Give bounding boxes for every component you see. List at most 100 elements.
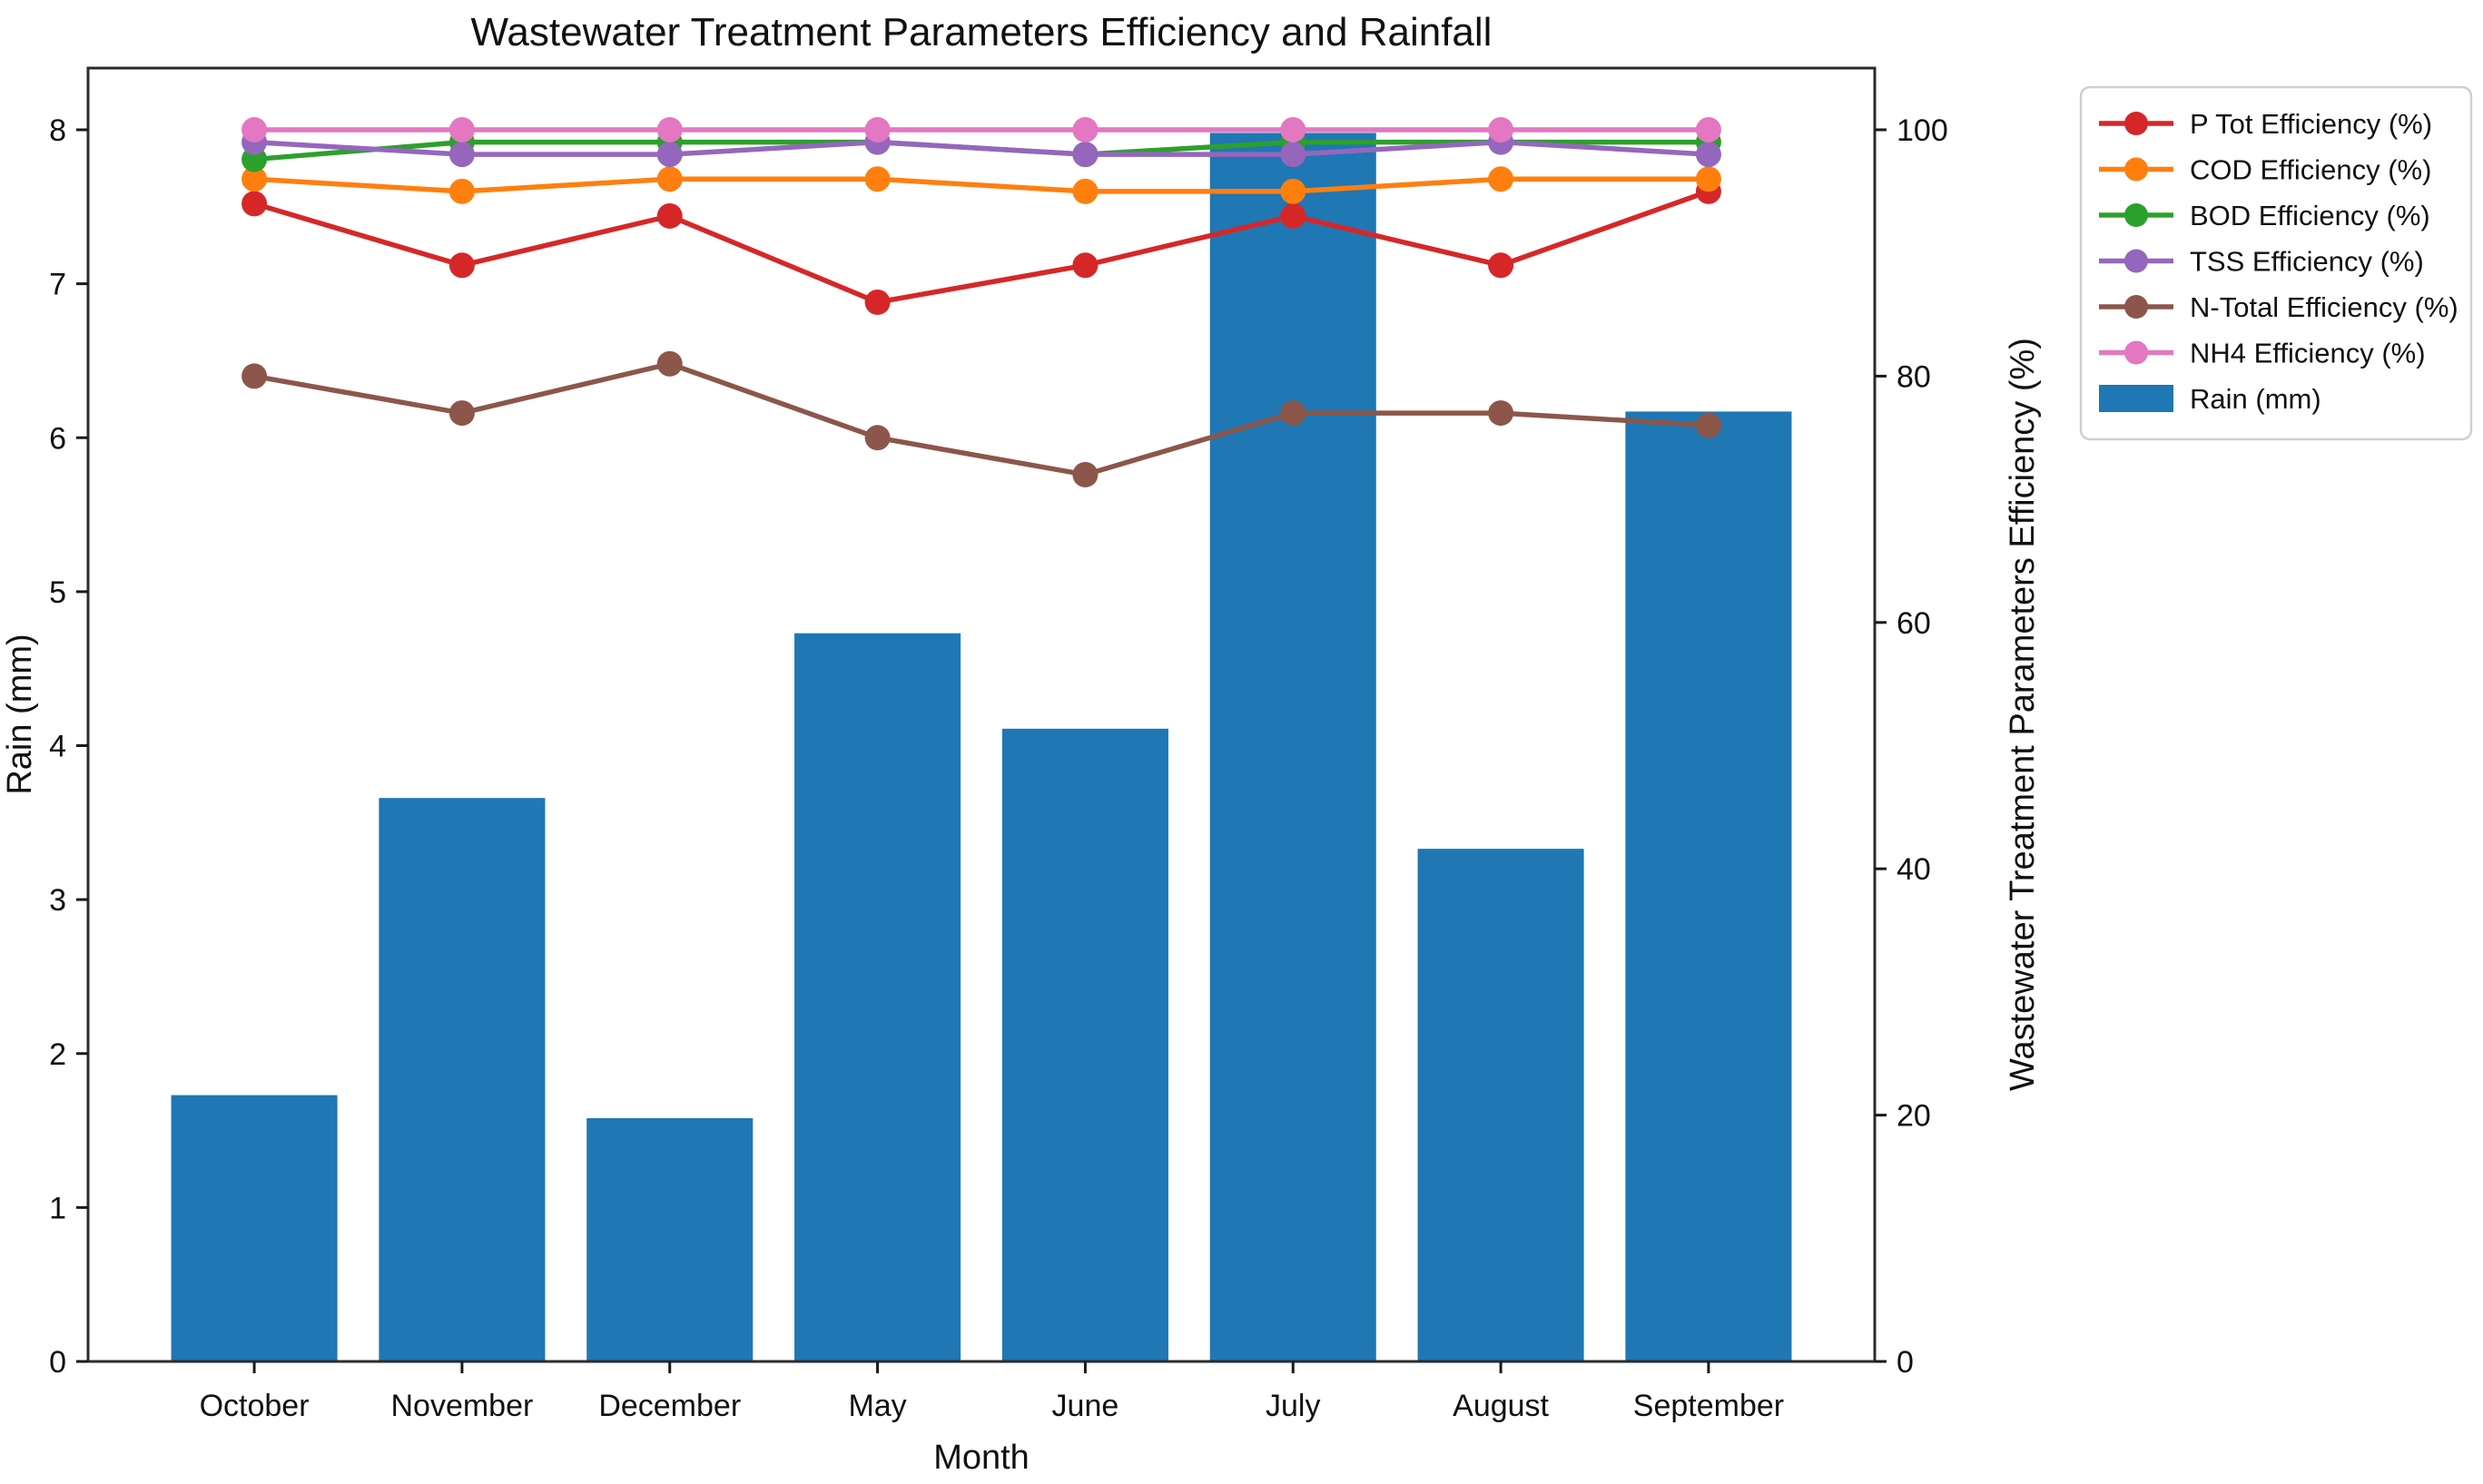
legend-item: N-Total Efficiency (%)	[2099, 291, 2458, 323]
x-tick-label: November	[390, 1389, 533, 1423]
point-marker	[656, 166, 683, 192]
series-cod-efficiency-	[241, 166, 1721, 204]
point-marker	[1072, 252, 1099, 279]
point-marker	[1488, 166, 1514, 192]
legend-label: NH4 Efficiency (%)	[2190, 338, 2426, 369]
chart-title: Wastewater Treatment Parameters Efficien…	[471, 10, 1493, 54]
point-marker	[1072, 117, 1099, 143]
point-marker	[1488, 252, 1514, 279]
left-tick-label: 2	[49, 1037, 66, 1072]
point-marker	[1695, 117, 1721, 143]
legend-marker-sample	[2124, 203, 2148, 227]
legend-marker-sample	[2124, 340, 2148, 365]
point-marker	[241, 117, 268, 143]
legend-label: Rain (mm)	[2190, 383, 2321, 415]
bar-july	[1209, 133, 1376, 1362]
right-tick-label: 60	[1897, 606, 1931, 641]
legend-item: P Tot Efficiency (%)	[2099, 108, 2432, 140]
point-marker	[1072, 461, 1099, 487]
point-marker	[1280, 142, 1306, 168]
point-marker	[448, 252, 475, 279]
point-marker	[656, 202, 683, 229]
point-marker	[656, 350, 683, 377]
legend-box	[2079, 85, 2473, 441]
legend-label: N-Total Efficiency (%)	[2190, 291, 2458, 323]
right-tick-label: 40	[1897, 852, 1931, 887]
point-marker	[241, 166, 268, 192]
bar-october	[171, 1095, 338, 1361]
right-tick-label: 80	[1897, 359, 1931, 394]
point-marker	[1280, 117, 1306, 143]
legend-marker-sample	[2124, 112, 2148, 135]
point-marker	[864, 166, 891, 192]
legend-item: COD Efficiency (%)	[2099, 154, 2431, 186]
x-tick-label: October	[200, 1389, 310, 1423]
point-marker	[1072, 178, 1099, 204]
point-marker	[1280, 400, 1306, 427]
point-marker	[864, 425, 891, 451]
point-marker	[448, 178, 475, 204]
point-marker	[448, 400, 475, 427]
left-tick-label: 6	[49, 421, 66, 456]
bars-group	[171, 133, 1792, 1362]
point-marker	[241, 191, 268, 217]
point-marker	[1280, 202, 1306, 229]
legend-marker-sample	[2124, 249, 2148, 273]
left-tick-label: 7	[49, 268, 66, 302]
right-tick-label: 0	[1897, 1345, 1914, 1380]
bar-may	[794, 633, 961, 1361]
point-marker	[1280, 178, 1306, 204]
plot-border	[86, 66, 1877, 1363]
point-marker	[1695, 412, 1721, 438]
point-marker	[656, 117, 683, 143]
legend-item: NH4 Efficiency (%)	[2099, 338, 2426, 369]
legend-patch-sample	[2099, 385, 2173, 412]
point-marker	[1488, 117, 1514, 143]
point-marker	[241, 363, 268, 389]
series-line	[253, 139, 1710, 157]
series-n-total-efficiency-	[241, 350, 1721, 487]
series-line	[253, 189, 1710, 305]
left-axis-label: Rain (mm)	[1, 634, 39, 794]
point-marker	[1072, 142, 1099, 168]
right-tick-label: 100	[1897, 113, 1948, 148]
bar-august	[1417, 849, 1584, 1361]
point-marker	[448, 142, 475, 168]
point-marker	[1488, 400, 1514, 427]
point-marker	[864, 289, 891, 315]
point-marker	[864, 117, 891, 143]
x-tick-label: June	[1052, 1389, 1119, 1423]
left-tick-label: 0	[49, 1345, 66, 1380]
x-axis-label: Month	[933, 1439, 1030, 1477]
bar-december	[586, 1117, 754, 1361]
right-tick-label: 20	[1897, 1099, 1931, 1134]
legend-label: P Tot Efficiency (%)	[2190, 108, 2432, 140]
bar-september	[1625, 411, 1792, 1361]
left-tick-label: 5	[49, 575, 66, 610]
point-marker	[1695, 166, 1721, 192]
legend-item: BOD Efficiency (%)	[2099, 200, 2430, 231]
legend-item: Rain (mm)	[2099, 383, 2321, 415]
left-tick-label: 3	[49, 883, 66, 918]
x-tick-label: December	[598, 1389, 741, 1423]
left-tick-label: 4	[49, 730, 66, 764]
bar-june	[1001, 728, 1168, 1361]
x-tick-label: July	[1266, 1389, 1320, 1423]
legend-label: BOD Efficiency (%)	[2190, 200, 2430, 231]
point-marker	[448, 117, 475, 143]
legend: P Tot Efficiency (%) COD Efficiency (%) BO…	[2079, 85, 2473, 441]
left-tick-label: 1	[49, 1191, 66, 1225]
series-line	[253, 176, 1709, 194]
legend-item: TSS Efficiency (%)	[2099, 246, 2424, 278]
series-nh4-efficiency-	[241, 117, 1721, 143]
x-tick-label: May	[848, 1389, 906, 1423]
left-tick-label: 8	[49, 113, 66, 148]
legend-label: COD Efficiency (%)	[2190, 154, 2431, 186]
x-tick-label: September	[1633, 1389, 1784, 1423]
right-axis-label: Wastewater Treatment Parameters Efficien…	[2004, 338, 2042, 1091]
series-line	[253, 360, 1710, 477]
x-tick-label: August	[1453, 1389, 1549, 1423]
